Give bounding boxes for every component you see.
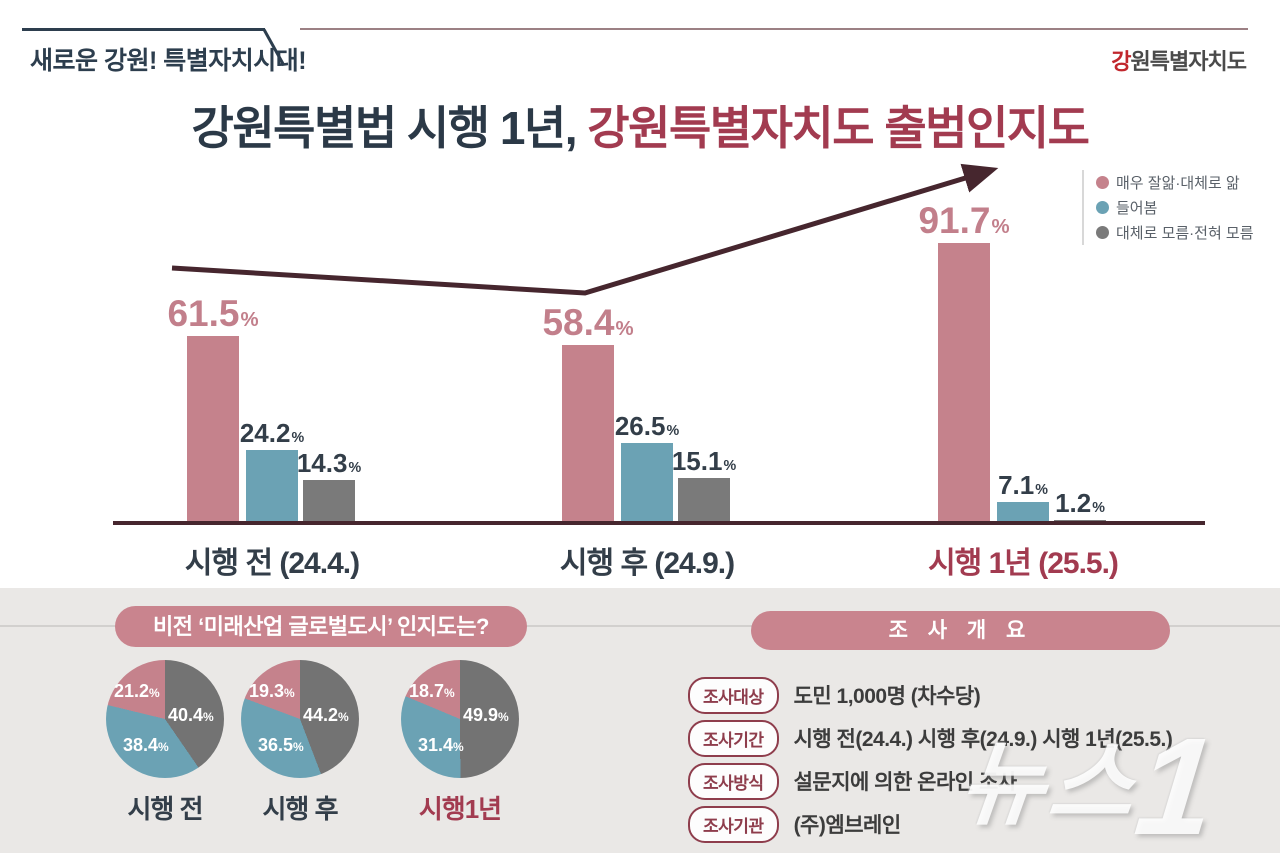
bar-group: 61.5% 24.2% 14.3% 시행 전 (24.4.) <box>152 241 392 580</box>
page-title-red: 강원특별자치도 출범인지도 <box>576 102 1090 154</box>
pie-slice-label: 49.9% <box>463 705 509 725</box>
survey-row-value: 설문지에 의한 온라인 조사 <box>793 771 1018 794</box>
survey-row-label: 조사방식 <box>688 762 779 800</box>
survey-row-value: 도민 1,000명 (차수당) <box>793 685 981 708</box>
survey-row: 조사방식 설문지에 의한 온라인 조사 <box>688 762 1018 800</box>
bar-series-2 <box>303 480 355 524</box>
slogan: 새로운 강원! 특별자치시대! <box>30 47 307 75</box>
bar-value-label: 1.2% <box>1055 488 1105 518</box>
bar-series-1 <box>246 449 298 524</box>
header-rule-line <box>300 28 1248 30</box>
legend-item: 들어봄 <box>1096 195 1254 220</box>
legend-dot-rose-icon <box>1096 176 1109 189</box>
bar-value-label: 26.5% <box>614 410 680 441</box>
legend-dot-blue-icon <box>1096 201 1109 214</box>
pie-slice-label: 38.4% <box>123 735 169 755</box>
legend-dot-gray-icon <box>1096 226 1109 239</box>
survey-row-value: 시행 전(24.4.) 시행 후(24.9.) 시행 1년(25.5.) <box>793 728 1173 751</box>
survey-title-badge: 조 사 개 요 <box>751 611 1170 650</box>
page-title-dark: 강원특별법 시행 1년, <box>191 102 578 154</box>
pie-slice-label: 18.7% <box>409 681 455 701</box>
bar-series-1 <box>621 442 673 524</box>
pie-slice-label: 19.3% <box>249 681 295 701</box>
brand-logo-text: 원특별자치도 <box>1130 49 1247 74</box>
bottom-divider-line <box>0 625 1280 627</box>
watermark-digit: 1 <box>1129 710 1223 853</box>
page-title: 강원특별법 시행 1년, 강원특별자치도 출범인지도 <box>0 92 1280 158</box>
x-axis-line <box>113 521 1205 525</box>
pie-name-label: 시행1년 <box>418 794 502 824</box>
survey-row: 조사기간 시행 전(24.4.) 시행 후(24.9.) 시행 1년(25.5.… <box>688 719 1173 757</box>
pie-chart: 49.9% 31.4% 18.7% <box>401 660 519 778</box>
pie-chart: 44.2% 36.5% 19.3% <box>241 660 359 778</box>
bar-value-label: 91.7% <box>918 200 1010 242</box>
bar-value-label: 61.5% <box>167 292 259 334</box>
survey-row: 조사대상 도민 1,000명 (차수당) <box>688 676 981 714</box>
survey-row: 조사기관 (주)엠브레인 <box>688 805 902 843</box>
legend: 매우 잘앎·대체로 앎 들어봄 대체로 모름·전혀 모름 <box>1082 170 1254 245</box>
brand-logo: 강원특별자치도 <box>1111 44 1247 76</box>
survey-row-label: 조사기간 <box>688 719 779 757</box>
bar-category-label: 시행 전 (24.4.) <box>184 547 360 580</box>
bar-value-label: 14.3% <box>296 448 362 479</box>
legend-item: 매우 잘앎·대체로 앎 <box>1096 170 1254 195</box>
legend-label: 들어봄 <box>1116 200 1158 217</box>
legend-label: 대체로 모름·전혀 모름 <box>1116 225 1254 242</box>
bar-group: 91.7% 7.1% 1.2% 시행 1년 (25.5.) <box>903 202 1143 580</box>
bar-series-0 <box>938 243 990 524</box>
bar-category-label: 시행 1년 (25.5.) <box>928 547 1119 580</box>
news1-watermark: 뉴스1 <box>953 710 1222 853</box>
survey-row-value: (주)엠브레인 <box>793 814 902 837</box>
watermark-text: 뉴스 <box>954 734 1143 836</box>
pie-slice-label: 21.2% <box>114 681 160 701</box>
bar-series-0 <box>562 345 614 524</box>
bar-series-0 <box>187 335 239 524</box>
survey-row-label: 조사기관 <box>688 805 779 843</box>
pie-name-label: 시행 후 <box>262 794 339 824</box>
pie-name-label: 시행 전 <box>127 794 204 824</box>
pie-slice-label: 44.2% <box>303 705 349 725</box>
header-bracket-line <box>22 28 265 31</box>
legend-item: 대체로 모름·전혀 모름 <box>1096 220 1254 245</box>
pie-slice-label: 31.4% <box>418 735 464 755</box>
pie-slice-label: 40.4% <box>168 705 214 725</box>
brand-logo-accent: 강 <box>1111 49 1131 74</box>
legend-label: 매우 잘앎·대체로 앎 <box>1116 175 1240 192</box>
bar-value-label: 24.2% <box>239 417 305 448</box>
survey-row-label: 조사대상 <box>688 676 779 714</box>
bar-series-1 <box>997 502 1049 524</box>
vision-pie-title-badge: 비전 ‘미래산업 글로벌도시’ 인지도는? <box>115 606 527 647</box>
bar-series-2 <box>678 477 730 524</box>
bar-value-label: 7.1% <box>998 470 1048 501</box>
bar-group: 58.4% 26.5% 15.1% 시행 후 (24.9.) <box>527 241 767 580</box>
bar-category-label: 시행 후 (24.9.) <box>559 547 735 580</box>
pie-chart: 40.4% 38.4% 21.2% <box>106 660 224 778</box>
bar-value-label: 15.1% <box>671 445 737 476</box>
pie-slice-label: 36.5% <box>258 735 304 755</box>
bar-value-label: 58.4% <box>542 302 634 344</box>
